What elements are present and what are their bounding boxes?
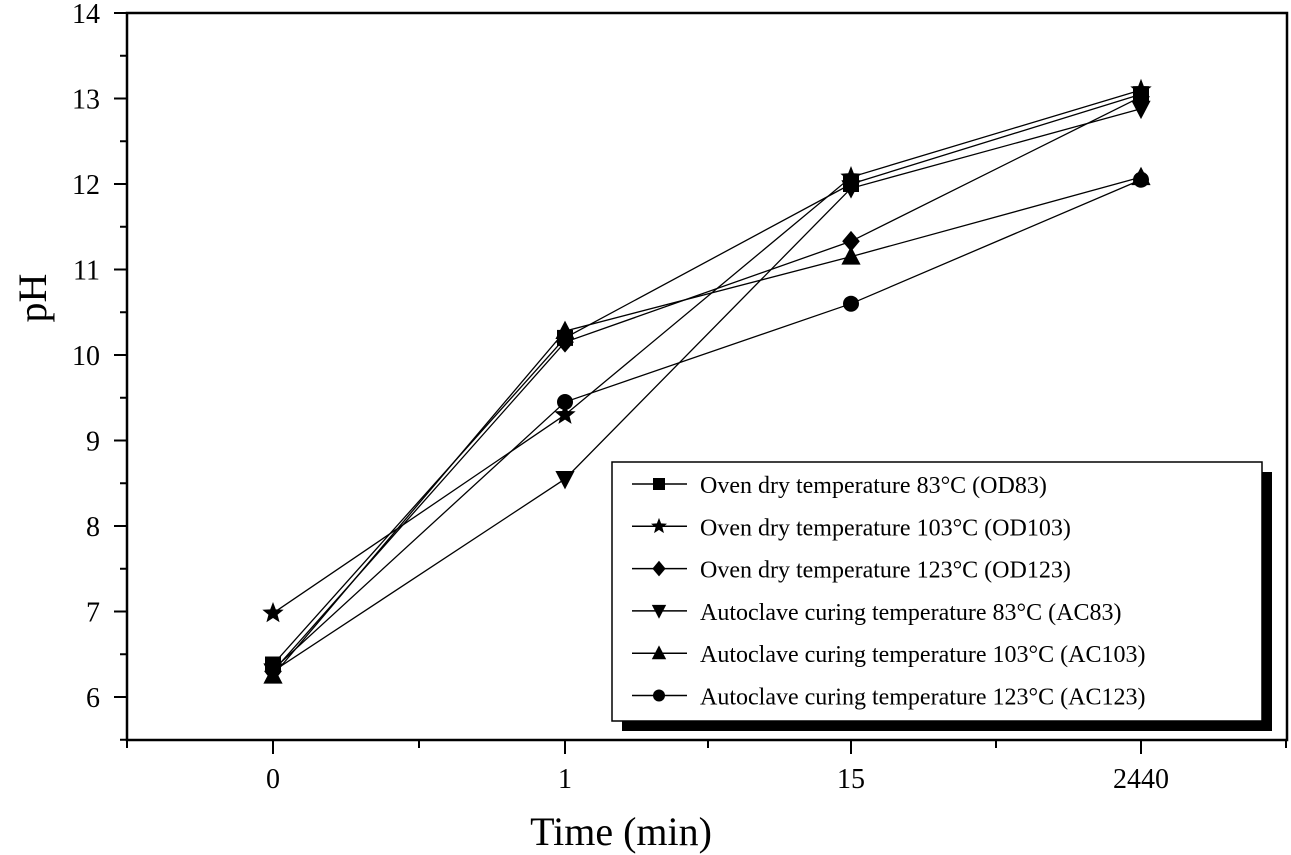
series-line-5 (272, 179, 1142, 671)
y-tick-label: 9 (86, 427, 100, 458)
legend-square-icon (653, 478, 665, 490)
data-point-circle (1133, 171, 1149, 188)
x-tick-label: 0 (266, 764, 280, 795)
data-point-diamond (556, 331, 574, 353)
data-point-circle (265, 661, 281, 678)
series-line-0 (272, 93, 1142, 665)
legend-label: Oven dry temperature 103°C (OD103) (700, 515, 1071, 541)
legend-label: Autoclave curing temperature 123°C (AC12… (700, 685, 1145, 711)
legend-label: Oven dry temperature 83°C (OD83) (700, 473, 1047, 499)
legend-triangle-up-icon (651, 645, 667, 660)
y-tick-label: 10 (72, 341, 100, 372)
legend-item: Autoclave curing temperature 83°C (AC83) (632, 600, 1121, 626)
legend-triangle-down-icon (651, 604, 667, 619)
y-tick-label: 8 (86, 512, 100, 543)
legend-item: Oven dry temperature 103°C (OD103) (632, 515, 1071, 541)
y-tick-label: 14 (72, 0, 100, 30)
x-tick-label: 1 (558, 764, 572, 795)
data-point-triangle-down (1131, 100, 1151, 120)
legend-star-icon (651, 517, 667, 534)
series-line-2 (272, 96, 1142, 672)
y-axis-title: pH (10, 274, 55, 323)
y-tick-label: 13 (72, 85, 100, 116)
legend-box (611, 461, 1263, 722)
legend-label: Autoclave curing temperature 83°C (AC83) (700, 600, 1121, 626)
legend-label: Oven dry temperature 123°C (OD123) (700, 558, 1071, 584)
data-point-triangle-up (555, 320, 575, 340)
data-point-triangle-up (841, 246, 861, 265)
x-axis: 0 1 15 2440 (126, 740, 1287, 795)
legend-item: Autoclave curing temperature 123°C (AC12… (632, 685, 1145, 711)
series-lines (272, 89, 1142, 677)
data-point-star (554, 403, 576, 424)
data-point-triangle-down (841, 180, 861, 199)
y-tick-label: 11 (73, 256, 100, 287)
legend-circle-icon (653, 689, 665, 702)
x-axis-title: Time (min) (530, 809, 712, 854)
legend-item: Oven dry temperature 83°C (OD83) (632, 473, 1047, 499)
y-axis: 6 7 8 9 10 11 12 13 14 (72, 0, 127, 741)
data-point-star (840, 165, 862, 187)
data-point-triangle-down (555, 470, 575, 490)
series-line-4 (272, 176, 1142, 677)
legend-label: Autoclave curing temperature 103°C (AC10… (700, 642, 1145, 668)
data-point-circle (843, 295, 859, 312)
legend-diamond-icon (652, 560, 666, 577)
series-line-1 (272, 89, 1142, 614)
data-point-star (262, 602, 284, 623)
data-point-diamond (842, 230, 860, 252)
legend: Oven dry temperature 83°C (OD83) Oven dry… (611, 461, 1272, 731)
legend-item: Autoclave curing temperature 103°C (AC10… (632, 642, 1145, 668)
x-tick-label: 2440 (1113, 764, 1169, 795)
legend-item: Oven dry temperature 123°C (OD123) (632, 558, 1071, 584)
series-line-3 (272, 108, 1142, 672)
data-point-circle (557, 394, 573, 411)
data-point-diamond (1132, 86, 1150, 108)
series-markers (262, 78, 1152, 684)
y-tick-label: 7 (86, 598, 100, 629)
y-tick-label: 6 (86, 683, 100, 714)
x-tick-label: 15 (837, 764, 865, 795)
y-tick-label: 12 (72, 170, 100, 201)
